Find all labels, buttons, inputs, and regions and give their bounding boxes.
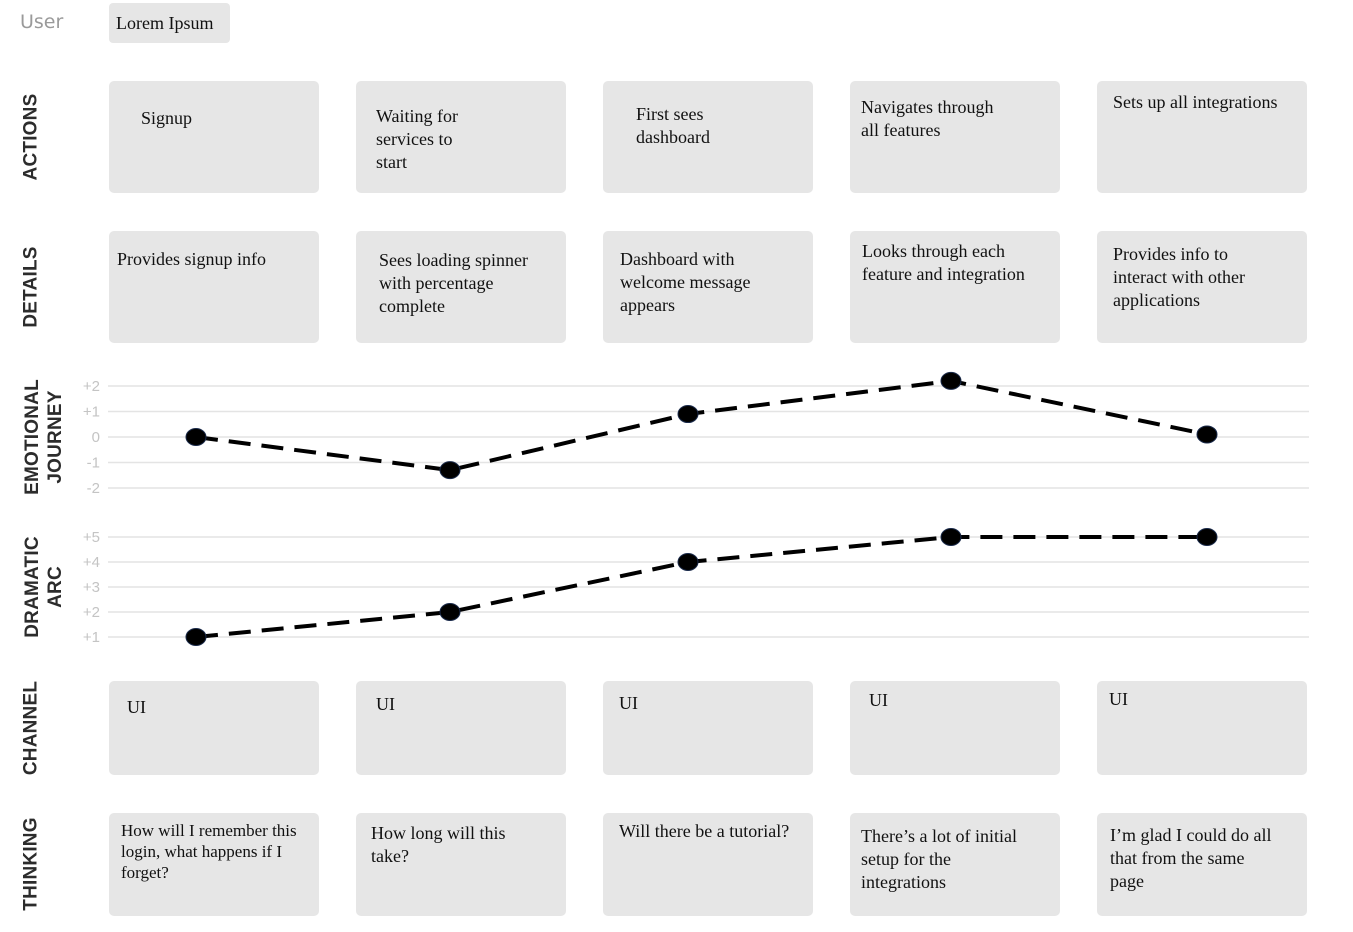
action-text: Waiting for services to start [376,106,459,172]
channel-card: UI [109,681,319,775]
channel-card: UI [603,681,813,775]
row-label-emotional-line2: JOURNEY [45,390,66,484]
thinking-text: I’m glad I could do all that from the sa… [1110,825,1272,891]
channel-card: UI [1097,681,1307,775]
detail-text: Provides signup info [117,249,267,269]
row-label-dramatic-line1: DRAMATIC [22,536,43,638]
y-tick-label: +1 [83,404,100,421]
action-text: Signup [141,108,193,128]
row-label-actions: ACTIONS [20,93,42,181]
data-point [185,428,207,446]
action-card: Waiting for services to start [356,81,566,193]
channel-text: UI [869,690,888,710]
y-tick-label: +1 [83,629,100,646]
detail-text: Provides info to interact with other app… [1113,244,1245,310]
channel-text: UI [619,693,638,713]
channel-card: UI [850,681,1060,775]
row-label-thinking: THINKING [20,817,42,911]
channel-card: UI [356,681,566,775]
action-card: Signup [109,81,319,193]
channel-text: UI [376,694,395,714]
detail-card: Sees loading spinner with percentage com… [356,231,566,343]
y-tick-label: -2 [87,480,100,497]
thinking-text: How will I remember this login, what hap… [121,821,297,882]
action-card: Sets up all integrations [1097,81,1307,193]
action-card: First sees dashboard [603,81,813,193]
thinking-card: How will I remember this login, what hap… [109,813,319,916]
detail-text: Dashboard with welcome message appears [620,249,751,315]
thinking-text: There’s a lot of initial setup for the i… [861,826,1017,892]
detail-card: Dashboard with welcome message appears [603,231,813,343]
thinking-text: Will there be a tutorial? [619,821,790,841]
thinking-text: How long will this take? [371,823,506,866]
series-line-emotional-journey [195,378,1208,473]
series-line-dramatic-arc [195,535,1207,639]
row-label-channel: CHANNEL [20,680,42,776]
row-label-emotional-journey: EMOTIONAL JOURNEY [21,379,67,495]
channel-text: UI [127,697,146,717]
data-point [940,528,962,546]
y-tick-label: +3 [83,579,100,596]
action-text: Sets up all integrations [1113,92,1278,112]
thinking-card: How long will this take? [356,813,566,916]
y-tick-label: +2 [83,604,100,621]
action-card: Navigates through all features [850,81,1060,193]
action-text: Navigates through all features [861,97,994,140]
y-tick-label: +4 [83,554,100,571]
row-label-dramatic-arc: DRAMATIC ARC [21,536,67,638]
detail-card: Provides signup info [109,231,319,343]
y-tick-label: -1 [87,455,100,472]
detail-text: Looks through each feature and integrati… [862,241,1025,284]
row-label-details: DETAILS [20,246,42,328]
thinking-card: I’m glad I could do all that from the sa… [1097,813,1307,916]
row-label-dramatic-line2: ARC [45,566,66,608]
channel-text: UI [1109,689,1128,709]
row-label-emotional-line1: EMOTIONAL [22,379,43,495]
detail-card: Looks through each feature and integrati… [850,231,1060,343]
data-point [677,553,699,571]
data-point [1196,528,1218,546]
user-label: User [20,11,64,33]
thinking-card: Will there be a tutorial? [603,813,813,916]
y-tick-label: +5 [83,529,100,546]
data-point [439,461,461,480]
data-point [185,628,207,646]
data-point [1196,425,1218,444]
thinking-card: There’s a lot of initial setup for the i… [850,813,1060,916]
y-tick-label: 0 [92,429,100,446]
detail-card: Provides info to interact with other app… [1097,231,1307,343]
data-point [677,405,699,424]
detail-text: Sees loading spinner with percentage com… [379,250,528,316]
data-point [940,371,962,390]
y-tick-label: +2 [83,378,100,395]
data-point [439,603,461,621]
user-name-chip: Lorem Ipsum [109,3,230,43]
action-text: First sees dashboard [636,104,710,147]
